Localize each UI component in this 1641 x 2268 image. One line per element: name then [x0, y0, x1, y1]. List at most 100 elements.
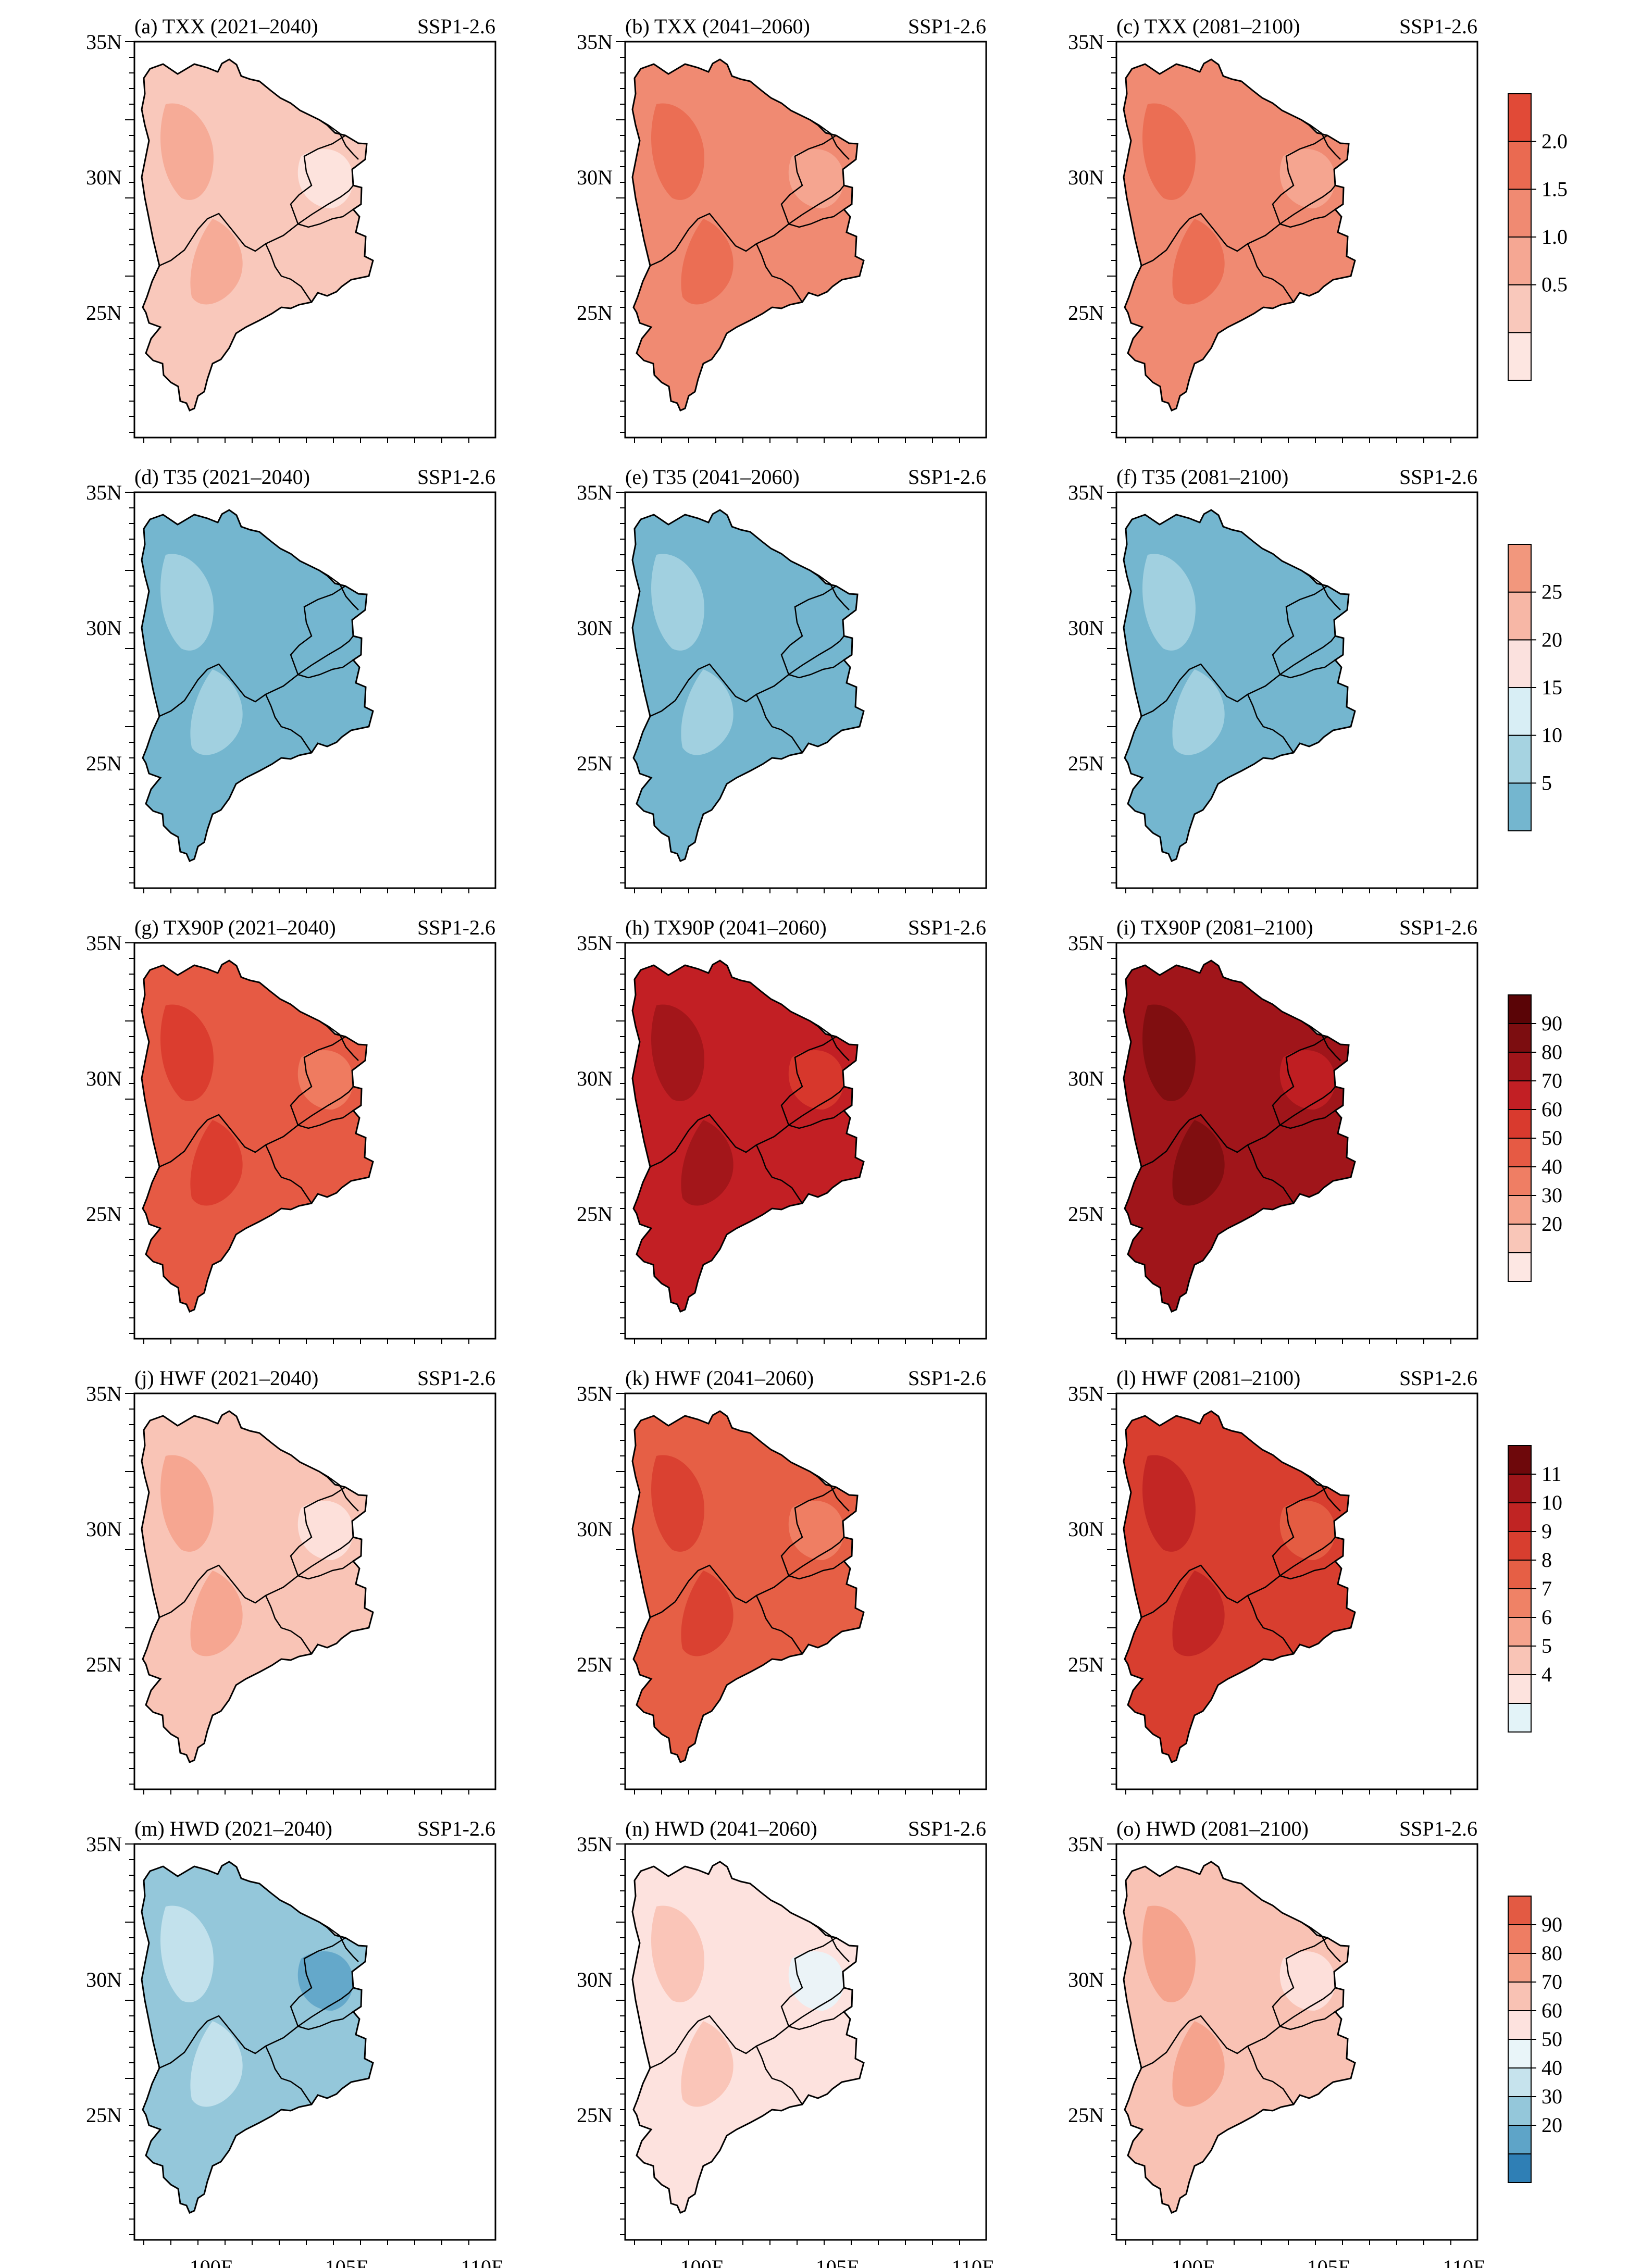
province-boundary [319, 1020, 359, 1061]
colorbar-segment [1508, 2039, 1532, 2068]
province-boundary [1272, 1486, 1328, 1576]
colorbar-label: 80 [1541, 1040, 1562, 1064]
province-boundary [1141, 1537, 1336, 1618]
colorbar-segment [1508, 332, 1532, 381]
province-boundary [265, 1595, 313, 1654]
province-boundary [1301, 1921, 1341, 1962]
contour-patch [190, 1571, 243, 1656]
province-boundary [650, 1537, 844, 1618]
colorbar-segment [1508, 1502, 1532, 1532]
contour-patch [160, 1004, 214, 1101]
lat-tick-label: 30N [1068, 1067, 1104, 1090]
panel-scenario: SSP1-2.6 [908, 916, 986, 939]
lat-tick-label: 35N [577, 1833, 613, 1856]
colorbar-tx90p: 90 80 70 60 50 40 30 20 [1508, 994, 1562, 1282]
colorbar-segment [1508, 639, 1532, 689]
field-contours [651, 1455, 844, 1656]
contour-patch [651, 1905, 704, 2002]
lon-tick-label: 100E [680, 2255, 724, 2268]
colorbar-label: 20 [1541, 628, 1562, 651]
province-boundary [650, 635, 844, 717]
colorbar-segment [1508, 1052, 1532, 1081]
map-frame [1115, 41, 1478, 439]
field-contours [160, 1455, 353, 1656]
colorbar-segment [1508, 1224, 1532, 1253]
lat-tick-label: 25N [86, 752, 122, 775]
region-outline [141, 959, 374, 1313]
contour-patch [297, 1050, 353, 1110]
contour-patch [788, 1501, 844, 1560]
map-panel-t35-1: (d) T35 (2021–2040) SSP1-2.6 35N 30N 25N [86, 465, 496, 893]
colorbar-segment [1508, 1474, 1532, 1503]
contour-patch [1172, 2021, 1225, 2107]
panel-scenario: SSP1-2.6 [908, 1366, 986, 1390]
province-boundary [297, 1110, 354, 1129]
lat-tick-label: 30N [577, 1517, 613, 1541]
contour-patch [788, 600, 844, 659]
lat-tick-label: 35N [577, 931, 613, 955]
colorbar-segment [1508, 1166, 1532, 1196]
lat-tick-label: 25N [577, 1202, 613, 1226]
lat-tick-label: 35N [577, 30, 613, 54]
colorbar-label: 8 [1541, 1548, 1552, 1572]
lat-tick-label: 35N [86, 1382, 122, 1405]
map-panel-hwd-3: (o) HWD (2081–2100) SSP1-2.6 35N 30N 25N 100E… [1068, 1817, 1486, 2268]
map-panel-t35-2: (e) T35 (2041–2060) SSP1-2.6 35N 30N 25N [577, 465, 987, 893]
province-boundary [810, 1020, 850, 1061]
panel-title: (b) TXX (2041–2060) [625, 15, 810, 38]
lat-tick-label: 25N [1068, 2103, 1104, 2127]
province-boundary [1247, 1595, 1295, 1654]
colorbar-segment [1508, 1560, 1532, 1589]
region-outline [141, 1861, 374, 2214]
colorbar-segment [1508, 1646, 1532, 1675]
colorbar-segment [1508, 1138, 1532, 1167]
colorbar-label: 15 [1541, 676, 1562, 699]
colorbar-label: 20 [1541, 2113, 1562, 2137]
lat-tick-label: 25N [86, 301, 122, 325]
province-boundary [290, 134, 346, 225]
panel-scenario: SSP1-2.6 [417, 15, 495, 38]
contour-patch [190, 669, 243, 755]
province-boundary [810, 569, 850, 610]
contour-patch [297, 1951, 353, 2011]
colorbar-label: 40 [1541, 1155, 1562, 1178]
province-boundary [650, 1987, 844, 2069]
map-panel-hwd-2: (n) HWD (2041–2060) SSP1-2.6 35N 30N 25N 100E… [577, 1817, 994, 2268]
contour-patch [1279, 149, 1335, 208]
province-boundary [650, 185, 844, 267]
panel-title: (i) TX90P (2081–2100) [1116, 916, 1313, 939]
province-boundary [1301, 1020, 1341, 1061]
colorbar-segment [1508, 93, 1532, 142]
lat-tick-label: 35N [86, 931, 122, 955]
colorbar-segment [1508, 2010, 1532, 2040]
province-boundary [755, 694, 803, 753]
contour-patch [1172, 1120, 1225, 1206]
colorbar-label: 10 [1541, 1491, 1562, 1514]
region-outline [141, 509, 374, 862]
colorbar-label: 30 [1541, 1183, 1562, 1207]
lon-tick-label: 100E [190, 2255, 233, 2268]
colorbar-segment [1508, 782, 1532, 832]
map-frame [624, 41, 987, 439]
contour-patch [160, 1455, 214, 1552]
province-boundary [1301, 1471, 1341, 1512]
contour-patch [1172, 1571, 1225, 1656]
panel-title: (o) HWD (2081–2100) [1116, 1817, 1309, 1840]
panel-title: (c) TXX (2081–2100) [1116, 15, 1300, 38]
map-frame [133, 41, 496, 439]
map-panel-txx-2: (b) TXX (2041–2060) SSP1-2.6 35N 30N 25N [577, 15, 987, 443]
colorbar-txx: 2.0 1.5 1.0 0.5 [1508, 93, 1568, 381]
map-panel-tx90p-2: (h) TX90P (2041–2060) SSP1-2.6 35N 30N 25N [577, 916, 987, 1344]
panel-title: (k) HWF (2041–2060) [625, 1366, 814, 1390]
lat-tick-label: 25N [1068, 1202, 1104, 1226]
lat-tick-label: 35N [86, 1833, 122, 1856]
province-boundary [1279, 2011, 1336, 2030]
field-contours [651, 1905, 844, 2107]
province-boundary [1279, 1110, 1336, 1129]
province-boundary [1301, 569, 1341, 610]
province-boundary [1141, 185, 1336, 267]
panel-title: (n) HWD (2041–2060) [625, 1817, 817, 1840]
contour-patch [1279, 1951, 1335, 2011]
colorbar-label: 70 [1541, 1970, 1562, 1993]
